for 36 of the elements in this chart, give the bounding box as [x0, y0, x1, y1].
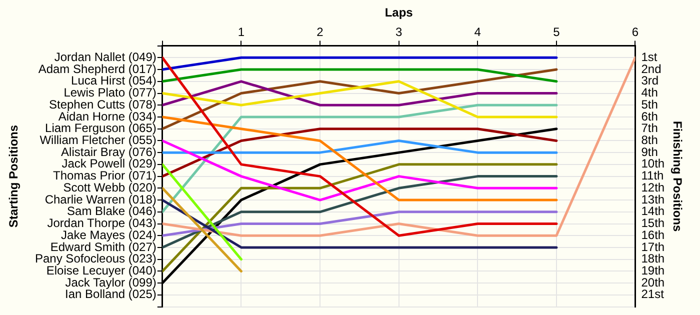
category-label: William Fletcher (055) — [40, 133, 156, 148]
y2-tick-label: 11th — [641, 168, 664, 183]
y2-tick-label: 18th — [641, 252, 665, 266]
category-label: Thomas Prior (071) — [53, 168, 156, 183]
y2-tick-label: 17th — [641, 240, 665, 254]
x-axis-title: Laps — [384, 6, 414, 20]
y2-tick-label: 19th — [641, 264, 665, 278]
x-tick-label: 3 — [395, 24, 402, 39]
x-tick-label: 6 — [632, 24, 639, 39]
y2-tick-label: 5th — [641, 97, 658, 112]
category-label: Eloise Lecuyer (040) — [46, 264, 156, 278]
x-tick-label: 1 — [238, 24, 245, 39]
x-tick-label: 5 — [553, 24, 560, 39]
category-label: Jordan Thorpe (043) — [47, 216, 156, 230]
category-label: Jordan Nallet (049) — [54, 50, 156, 64]
x-tick-label: 2 — [316, 24, 324, 39]
y2-tick-label: 7th — [641, 121, 658, 136]
y2-tick-label: 8th — [641, 133, 658, 148]
text: Starting Positions — [6, 124, 20, 228]
y2-tick-label: 16th — [641, 228, 665, 242]
y2-tick-label: 2nd — [641, 62, 662, 76]
category-label: Lewis Plato (077) — [64, 86, 156, 100]
y2-tick-label: 12th — [641, 180, 665, 194]
y2-axis-title: Finishing Positions — [670, 120, 684, 232]
y2-tick-label: 9th — [641, 144, 658, 159]
y2-tick-label: 14th — [641, 204, 665, 218]
y2-tick-label: 15th — [641, 216, 665, 230]
y2-tick-label: 10th — [641, 156, 665, 171]
y2-tick-label: 21st — [641, 287, 665, 302]
y2-tick-label: 4th — [641, 86, 658, 100]
y2-tick-label: 3rd — [641, 74, 659, 88]
y2-tick-label: 13th — [641, 192, 665, 206]
x-tick-label: 4 — [474, 24, 482, 39]
y2-tick-label: 1st — [641, 50, 658, 64]
y2-tick-label: 20th — [641, 275, 665, 290]
y2-tick-label: 6th — [641, 109, 658, 124]
